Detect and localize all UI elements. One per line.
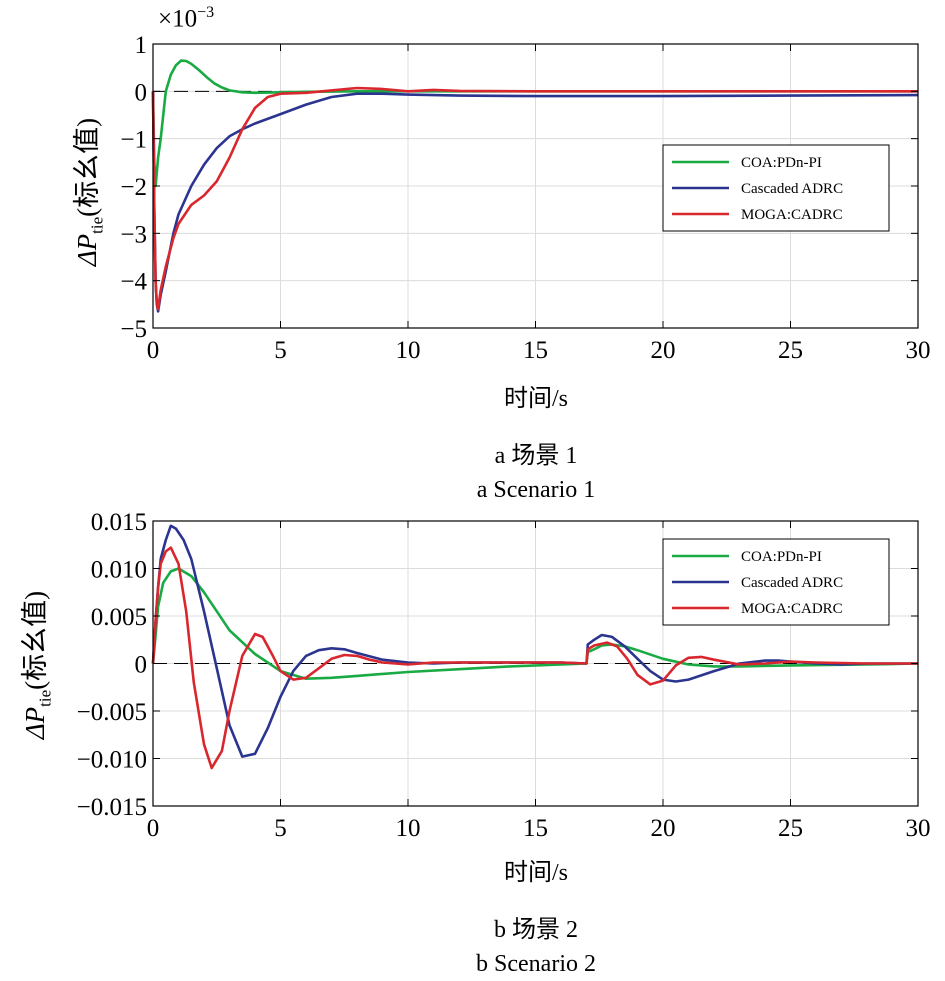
legend-label-1: Cascaded ADRC — [741, 181, 843, 197]
y-axis-label-scenario-1: ΔPtie(标幺值) — [72, 117, 107, 267]
x-tick-label: 15 — [523, 337, 548, 364]
y-tick-label: 0 — [135, 79, 148, 106]
legend-label-1: Cascaded ADRC — [741, 575, 843, 591]
caption-cn-scenario-2: b 场景 2 — [494, 917, 578, 943]
legend-label-2: MOGA:CADRC — [741, 207, 843, 223]
x-axis-label-scenario-2: 时间/s — [503, 860, 568, 886]
y-axis-label-scenario-2: ΔPtie(标幺值) — [20, 590, 55, 740]
series-line-2 — [151, 86, 918, 311]
y-tick-label: 0.005 — [91, 604, 147, 631]
y-tick-label: −2 — [120, 174, 147, 201]
y-tick-label: −3 — [120, 221, 147, 248]
x-tick-label: 0 — [147, 337, 160, 364]
x-tick-label: 10 — [396, 815, 421, 842]
x-tick-label: 15 — [523, 815, 548, 842]
y-tick-label: 0.015 — [91, 509, 147, 536]
y-tick-label: −0.005 — [77, 699, 147, 726]
series-line-2 — [151, 546, 918, 770]
caption-cn-scenario-1: a 场景 1 — [494, 443, 578, 469]
x-tick-label: 5 — [274, 815, 287, 842]
y-tick-label: −4 — [120, 269, 147, 296]
x-tick-label: 25 — [778, 815, 803, 842]
x-tick-label: 30 — [906, 815, 931, 842]
y-multiplier: ×10−3 — [158, 4, 215, 33]
legend-label-2: MOGA:CADRC — [741, 601, 843, 617]
chart-scenario-1: 0 5 10 15 20 25 3010−1−2−3−4−5COA:PDn-PICascad… — [120, 32, 930, 364]
y-tick-label: 0 — [135, 652, 148, 679]
y-tick-label: −0.015 — [77, 794, 147, 821]
x-tick-label: 30 — [906, 337, 931, 364]
y-tick-label: 0.010 — [91, 557, 147, 584]
x-tick-label: 20 — [651, 337, 676, 364]
y-tick-label: 1 — [135, 32, 148, 59]
legend-label-0: COA:PDn-PI — [741, 549, 822, 565]
x-tick-label: 25 — [778, 337, 803, 364]
x-tick-label: 0 — [147, 815, 160, 842]
y-tick-label: −0.010 — [77, 747, 147, 774]
x-tick-label: 5 — [274, 337, 287, 364]
caption-en-scenario-2: b Scenario 2 — [476, 951, 596, 977]
x-axis-label-scenario-1: 时间/s — [503, 386, 568, 412]
x-tick-label: 10 — [396, 337, 421, 364]
chart-scenario-2: 0 5 10 15 20 25 30 0.015 0.010 0.005 0 −0.005 −0.010… — [77, 509, 931, 842]
y-tick-label: −1 — [120, 127, 147, 154]
x-tick-label: 20 — [651, 815, 676, 842]
y-tick-label: −5 — [120, 316, 147, 343]
legend-label-0: COA:PDn-PI — [741, 155, 822, 171]
caption-en-scenario-1: a Scenario 1 — [476, 477, 596, 503]
